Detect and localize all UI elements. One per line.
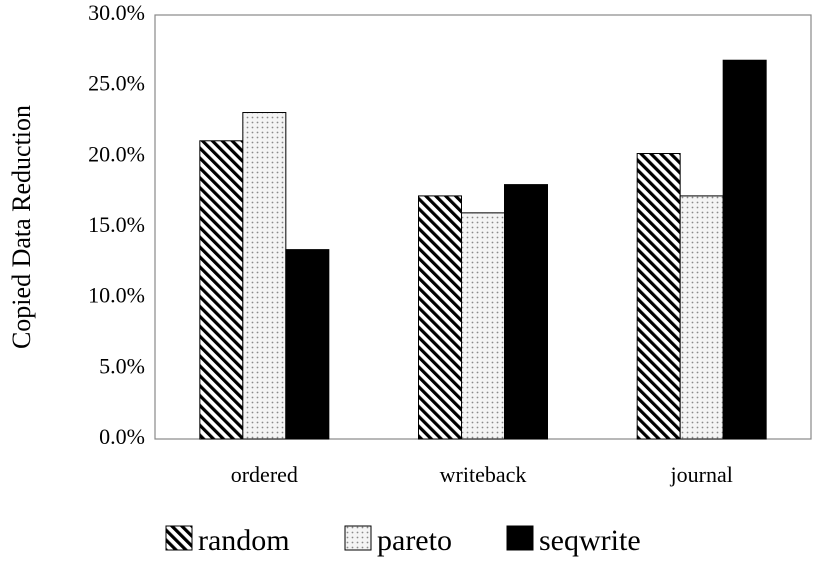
- y-tick-label: 5.0%: [99, 353, 145, 378]
- y-tick-label: 15.0%: [88, 212, 145, 237]
- x-tick-label: ordered: [231, 462, 298, 487]
- bar-random-journal: [636, 153, 681, 440]
- y-axis-ticks: 0.0% 5.0% 10.0% 15.0% 20.0% 25.0% 30.0%: [88, 0, 145, 449]
- bar-pareto-writeback: [461, 212, 505, 440]
- bar-seqwrite-journal: [722, 59, 767, 440]
- bar-seqwrite-ordered: [285, 249, 330, 440]
- y-tick-label: 0.0%: [99, 424, 145, 449]
- bar-seqwrite-writeback: [504, 184, 548, 440]
- legend-label-pareto: pareto: [377, 524, 452, 557]
- y-tick-label: 25.0%: [88, 71, 145, 96]
- y-tick-label: 10.0%: [88, 283, 145, 308]
- x-tick-label: journal: [670, 462, 733, 487]
- bar-pareto-ordered: [242, 112, 287, 440]
- bar-random-writeback: [418, 195, 462, 440]
- y-axis-title: Copied Data Reduction: [7, 105, 36, 349]
- y-tick-label: 20.0%: [88, 141, 145, 166]
- legend: random pareto seqwrite: [165, 524, 641, 557]
- legend-label-random: random: [198, 524, 290, 557]
- y-tick-label: 30.0%: [88, 0, 145, 25]
- x-axis-labels: ordered writeback journal: [231, 462, 733, 487]
- legend-swatch-seqwrite: [506, 525, 534, 551]
- bars: [199, 59, 767, 440]
- legend-swatch-random: [165, 525, 193, 551]
- bar-random-ordered: [199, 140, 244, 440]
- legend-swatch-pareto: [344, 525, 372, 551]
- legend-label-seqwrite: seqwrite: [539, 524, 641, 557]
- x-tick-label: writeback: [440, 462, 527, 487]
- bar-pareto-journal: [679, 195, 724, 440]
